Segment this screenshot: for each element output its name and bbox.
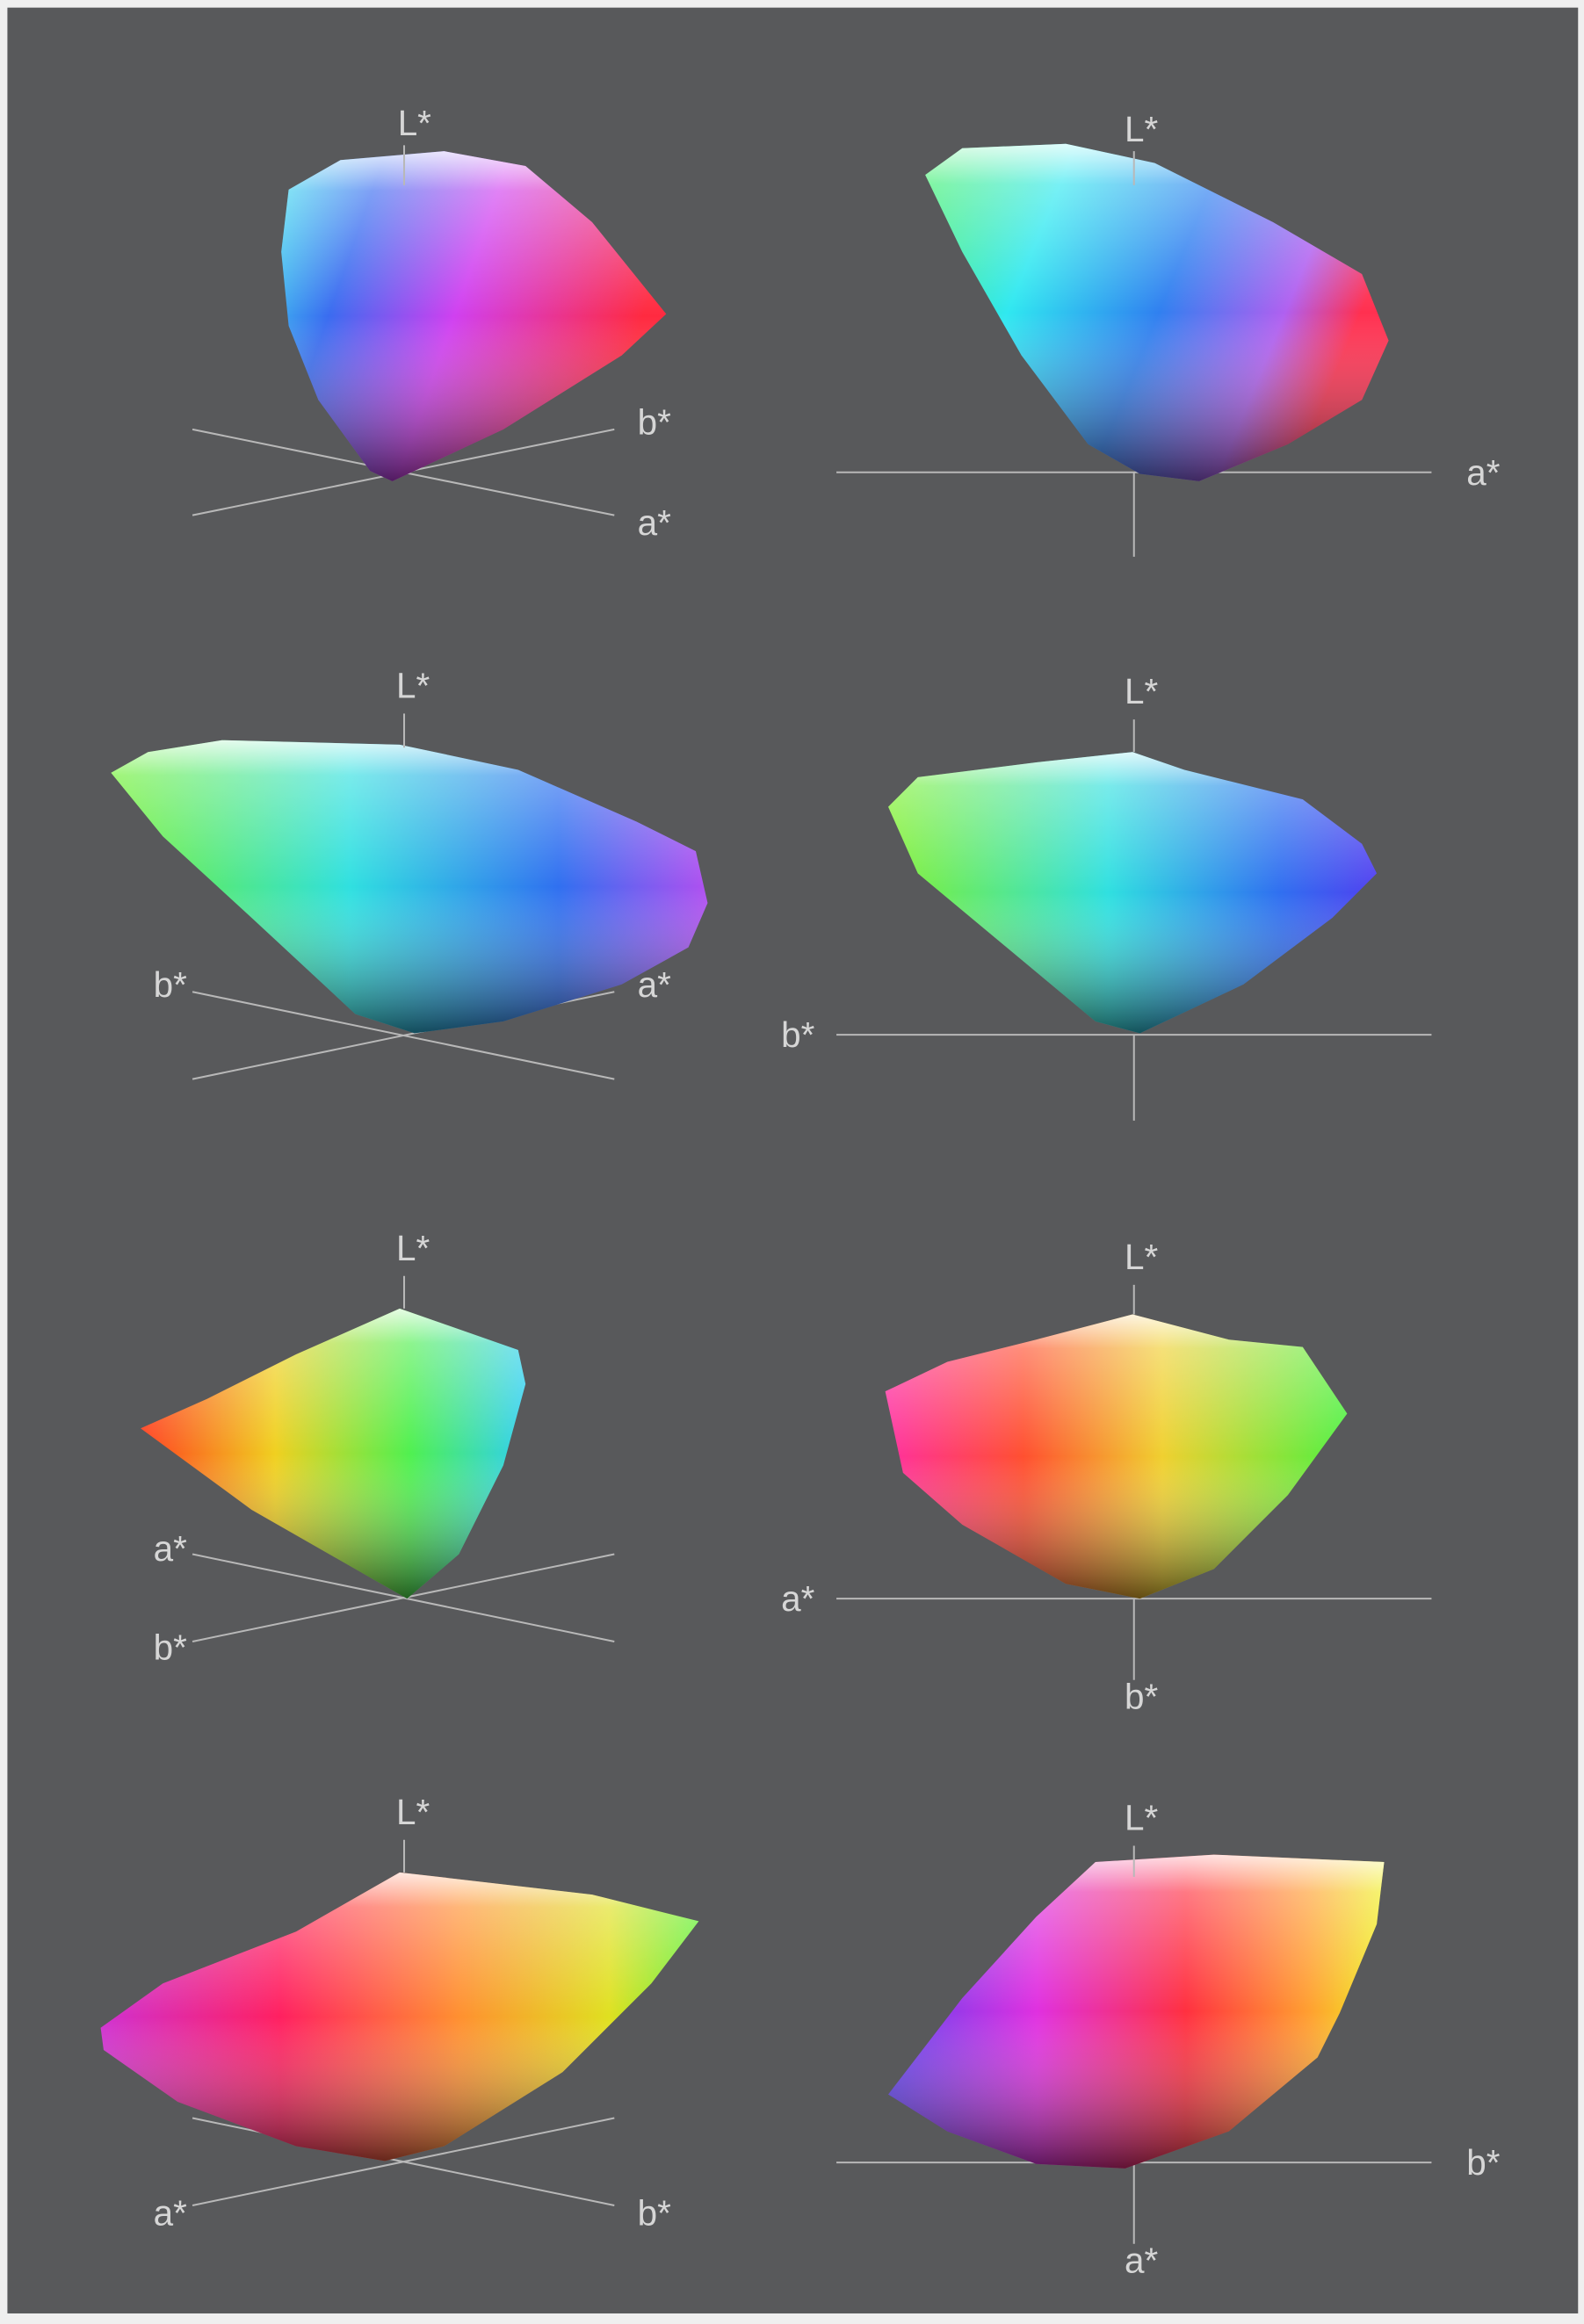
axis-label: a* [1125, 2240, 1158, 2280]
panel: L* b* a* [111, 665, 708, 1080]
axis [192, 1553, 615, 1642]
axis-label: b* [638, 402, 671, 443]
gamut-shading [925, 143, 1389, 481]
axis-label: a* [1466, 452, 1500, 493]
panel: L* b* a* [836, 1798, 1501, 2280]
axis-label: L* [396, 1792, 430, 1832]
panel: L* a* [836, 109, 1501, 557]
axis-label: L* [398, 103, 431, 143]
gamut-shading [888, 752, 1378, 1034]
axis-label: L* [1125, 671, 1158, 711]
panel: L* b* [781, 671, 1432, 1121]
axis-label: L* [1125, 109, 1158, 149]
axis-label: b* [1125, 1676, 1158, 1716]
axis-label: L* [396, 1228, 430, 1268]
axis-label: L* [1125, 1237, 1158, 1277]
axis [192, 2117, 615, 2206]
panel: L* a* b* [100, 1792, 699, 2233]
axis-label: a* [781, 1578, 814, 1619]
axis-label: b* [154, 964, 187, 1005]
axis-label: b* [1466, 2142, 1500, 2183]
gamut-shading [281, 151, 667, 481]
gamut-shading [100, 1872, 699, 2162]
axis-label: a* [638, 964, 671, 1005]
axis-label: b* [781, 1014, 814, 1055]
axis-label: L* [1125, 1798, 1158, 1838]
panel: L* b* a* [192, 103, 671, 543]
axis-label: b* [638, 2192, 671, 2233]
gamut-shading [888, 1854, 1385, 2169]
axis-label: a* [154, 2192, 187, 2233]
axis-label: L* [396, 665, 430, 705]
axis-label: a* [154, 1528, 187, 1569]
axis-label: a* [638, 502, 671, 543]
panel: L* a* b* [141, 1228, 615, 1668]
gamut-shading [141, 1308, 526, 1599]
axis-label: b* [154, 1628, 187, 1668]
gamut-shading [111, 740, 708, 1034]
panel: L* a* b* [781, 1237, 1432, 1716]
gamut-shading [885, 1314, 1348, 1599]
